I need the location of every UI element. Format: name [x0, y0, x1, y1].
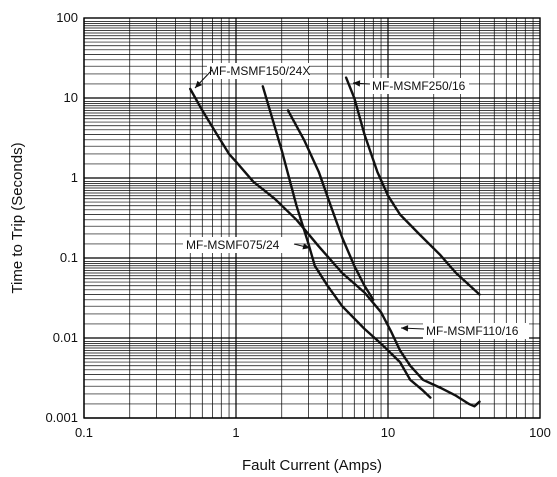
x-axis-title: Fault Current (Amps)	[242, 457, 382, 474]
curve-annotation: MF-MSMF110/16	[401, 323, 529, 339]
y-tick-label: 0.1	[60, 250, 78, 265]
annotation-label: MF-MSMF110/16	[426, 324, 519, 338]
x-tick-label: 10	[381, 425, 395, 440]
annotation-label: MF-MSMF250/16	[372, 79, 466, 93]
series-line	[288, 110, 373, 299]
grid	[84, 18, 540, 418]
annotation-arrowhead	[401, 325, 408, 331]
annotation-label: MF-MSMF150/24X	[209, 64, 310, 78]
x-tick-label: 100	[529, 425, 551, 440]
y-tick-label: 0.01	[53, 330, 78, 345]
x-tick-label: 1	[232, 425, 239, 440]
y-axis-title: Time to Trip (Seconds)	[9, 142, 26, 293]
x-tick-label: 0.1	[75, 425, 93, 440]
plot-frame	[84, 18, 540, 418]
y-tick-label: 1	[71, 170, 78, 185]
curve-annotation: MF-MSMF075/24	[183, 237, 310, 253]
annotation-label: MF-MSMF075/24	[186, 238, 280, 252]
curve-annotation: MF-MSMF250/16	[353, 78, 469, 94]
y-tick-label: 10	[64, 90, 78, 105]
y-tick-label: 0.001	[45, 410, 78, 425]
y-tick-label: 100	[56, 10, 78, 25]
